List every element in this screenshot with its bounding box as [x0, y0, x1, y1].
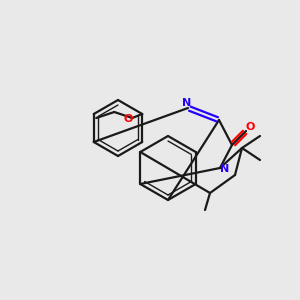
Text: N: N [182, 98, 192, 108]
Text: O: O [245, 122, 255, 132]
Text: O: O [124, 114, 133, 124]
Text: N: N [220, 164, 230, 174]
